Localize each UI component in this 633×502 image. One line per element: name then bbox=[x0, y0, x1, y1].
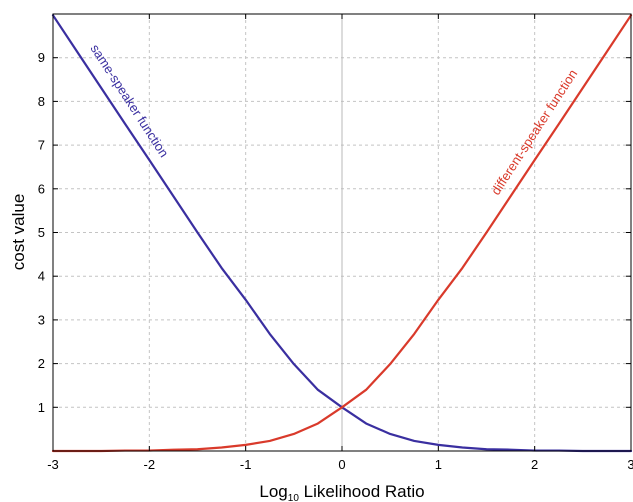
y-tick-label: 3 bbox=[38, 312, 45, 327]
x-axis-label-suffix: Likelihood Ratio bbox=[299, 482, 425, 501]
y-axis-label: cost value bbox=[9, 194, 28, 271]
y-tick-label: 5 bbox=[38, 225, 45, 240]
x-tick-label: -2 bbox=[144, 457, 156, 472]
y-tick-label: 7 bbox=[38, 138, 45, 153]
x-tick-label: -3 bbox=[47, 457, 59, 472]
y-tick-label: 8 bbox=[38, 94, 45, 109]
x-tick-label: 1 bbox=[435, 457, 442, 472]
y-tick-label: 9 bbox=[38, 50, 45, 65]
x-tick-label: 3 bbox=[627, 457, 633, 472]
tick-layer: -3 -2 -1 0 1 2 3 1 2 3 4 5 6 7 8 9 bbox=[38, 14, 633, 472]
y-tick-label: 1 bbox=[38, 400, 45, 415]
x-tick-label: 2 bbox=[531, 457, 538, 472]
y-tick-label: 6 bbox=[38, 181, 45, 196]
x-tick-label: 0 bbox=[338, 457, 345, 472]
y-tick-label: 2 bbox=[38, 356, 45, 371]
x-tick-label: -1 bbox=[240, 457, 252, 472]
x-axis-label: Log10 Likelihood Ratio bbox=[259, 482, 424, 502]
x-axis-label-base: Log bbox=[259, 482, 287, 501]
x-axis-label-subscript: 10 bbox=[288, 493, 300, 502]
y-tick-label: 4 bbox=[38, 269, 45, 284]
